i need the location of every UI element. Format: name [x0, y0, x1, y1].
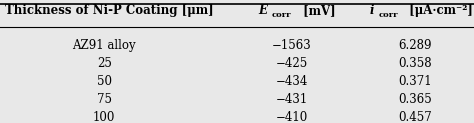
- Text: AZ91 alloy: AZ91 alloy: [73, 39, 136, 52]
- Text: corr: corr: [378, 11, 398, 19]
- Text: Thickness of Ni-P Coating [μm]: Thickness of Ni-P Coating [μm]: [5, 4, 213, 17]
- Text: 0.457: 0.457: [398, 111, 432, 123]
- Text: E: E: [258, 4, 267, 17]
- Text: −431: −431: [275, 93, 308, 106]
- Text: −434: −434: [275, 75, 308, 88]
- Text: 25: 25: [97, 57, 112, 70]
- Text: [μA·cm⁻²]: [μA·cm⁻²]: [405, 4, 473, 17]
- Text: 6.289: 6.289: [398, 39, 431, 52]
- Text: −410: −410: [275, 111, 308, 123]
- Text: [mV]: [mV]: [299, 4, 336, 17]
- Text: 0.371: 0.371: [398, 75, 431, 88]
- Text: 100: 100: [93, 111, 116, 123]
- Text: corr: corr: [272, 11, 291, 19]
- Text: −425: −425: [275, 57, 308, 70]
- Text: i: i: [370, 4, 374, 17]
- Text: 0.358: 0.358: [398, 57, 431, 70]
- Text: 50: 50: [97, 75, 112, 88]
- Text: −1563: −1563: [272, 39, 311, 52]
- Text: 75: 75: [97, 93, 112, 106]
- Text: 0.365: 0.365: [398, 93, 432, 106]
